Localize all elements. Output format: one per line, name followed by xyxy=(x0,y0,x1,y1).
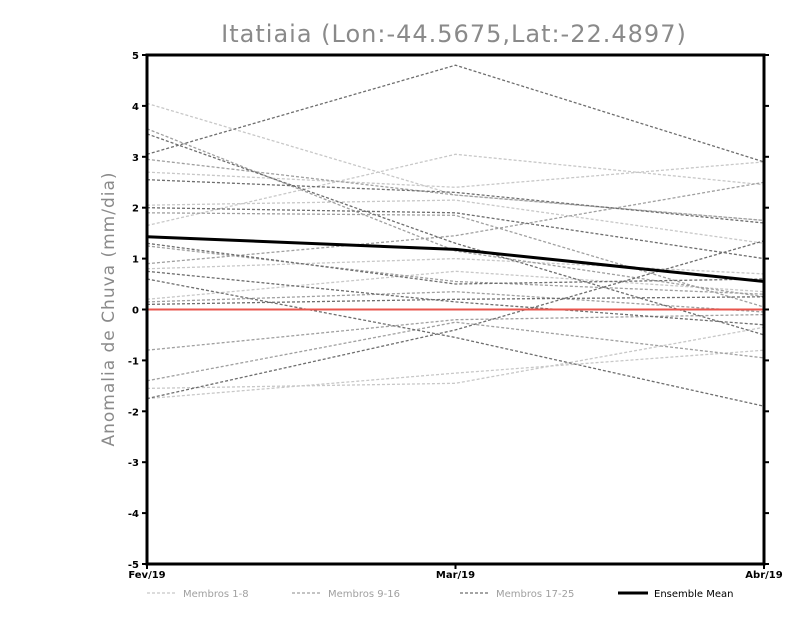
series-group-2 xyxy=(146,128,765,382)
ensemble-mean-layer xyxy=(146,235,765,283)
x-tick-label: Mar/19 xyxy=(436,570,475,581)
legend: Membros 1-8 Membros 9-16 Membros 17-25 Ense… xyxy=(147,589,733,600)
y-tick-label: -2 xyxy=(128,407,139,418)
y-tick-label: -1 xyxy=(128,356,139,367)
member-line-2-3 xyxy=(146,212,765,308)
y-tick-label: 5 xyxy=(132,51,139,62)
member-line-3-4 xyxy=(146,207,765,260)
y-tick-label: -5 xyxy=(128,560,139,571)
chart-title: Itatiaia (Lon:-44.5675,Lat:-22.4897) xyxy=(221,20,687,48)
legend-label: Membros 9-16 xyxy=(328,589,400,600)
y-tick-label: 1 xyxy=(132,255,139,266)
ensemble-mean-line xyxy=(146,235,765,283)
member-line-1-8 xyxy=(146,161,765,188)
member-line-2-1 xyxy=(146,128,765,298)
member-line-2-2 xyxy=(146,158,765,222)
member-line-3-5 xyxy=(146,242,765,285)
y-tick-label: -4 xyxy=(128,509,139,520)
y-axis-ticks: -5 -4 -3 -2 -1 0 1 2 3 4 5 xyxy=(128,51,769,571)
y-tick-label: 4 xyxy=(132,102,139,113)
y-axis-label: Anomalia de Chuva (mm/dia) xyxy=(99,171,119,446)
y-tick-label: 0 xyxy=(132,306,139,317)
y-tick-label: 2 xyxy=(132,204,139,215)
member-line-2-7 xyxy=(146,321,765,382)
member-line-3-9 xyxy=(146,296,765,306)
member-line-3-2 xyxy=(146,133,765,336)
x-tick-label: Fev/19 xyxy=(128,570,165,581)
member-line-3-1 xyxy=(146,64,765,163)
x-axis-ticks: Fev/19 Mar/19 Abr/19 xyxy=(128,564,783,581)
series-layer xyxy=(146,64,765,407)
member-line-2-8 xyxy=(146,245,765,295)
x-tick-label: Abr/19 xyxy=(745,570,782,581)
legend-label: Ensemble Mean xyxy=(654,589,733,600)
legend-label: Membros 17-25 xyxy=(496,589,574,600)
y-tick-label: -3 xyxy=(128,458,139,469)
member-line-1-4 xyxy=(146,257,765,275)
member-line-1-2 xyxy=(146,153,765,227)
member-line-3-3 xyxy=(146,179,765,224)
member-line-1-7 xyxy=(146,349,765,400)
legend-label: Membros 1-8 xyxy=(183,589,249,600)
series-group-3 xyxy=(146,64,765,407)
member-line-2-6 xyxy=(146,313,765,351)
member-line-1-3 xyxy=(146,199,765,244)
member-line-1-5 xyxy=(146,270,765,300)
member-line-3-6 xyxy=(146,270,765,326)
member-line-2-5 xyxy=(146,291,765,313)
y-tick-label: 3 xyxy=(132,153,139,164)
